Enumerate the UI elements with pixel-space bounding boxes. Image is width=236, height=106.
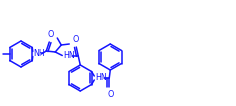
Text: NH: NH — [33, 50, 45, 59]
Text: O: O — [72, 35, 78, 44]
Text: O: O — [47, 30, 53, 39]
Text: O: O — [107, 90, 114, 99]
Text: HN: HN — [63, 52, 75, 61]
Text: HN: HN — [95, 73, 107, 82]
